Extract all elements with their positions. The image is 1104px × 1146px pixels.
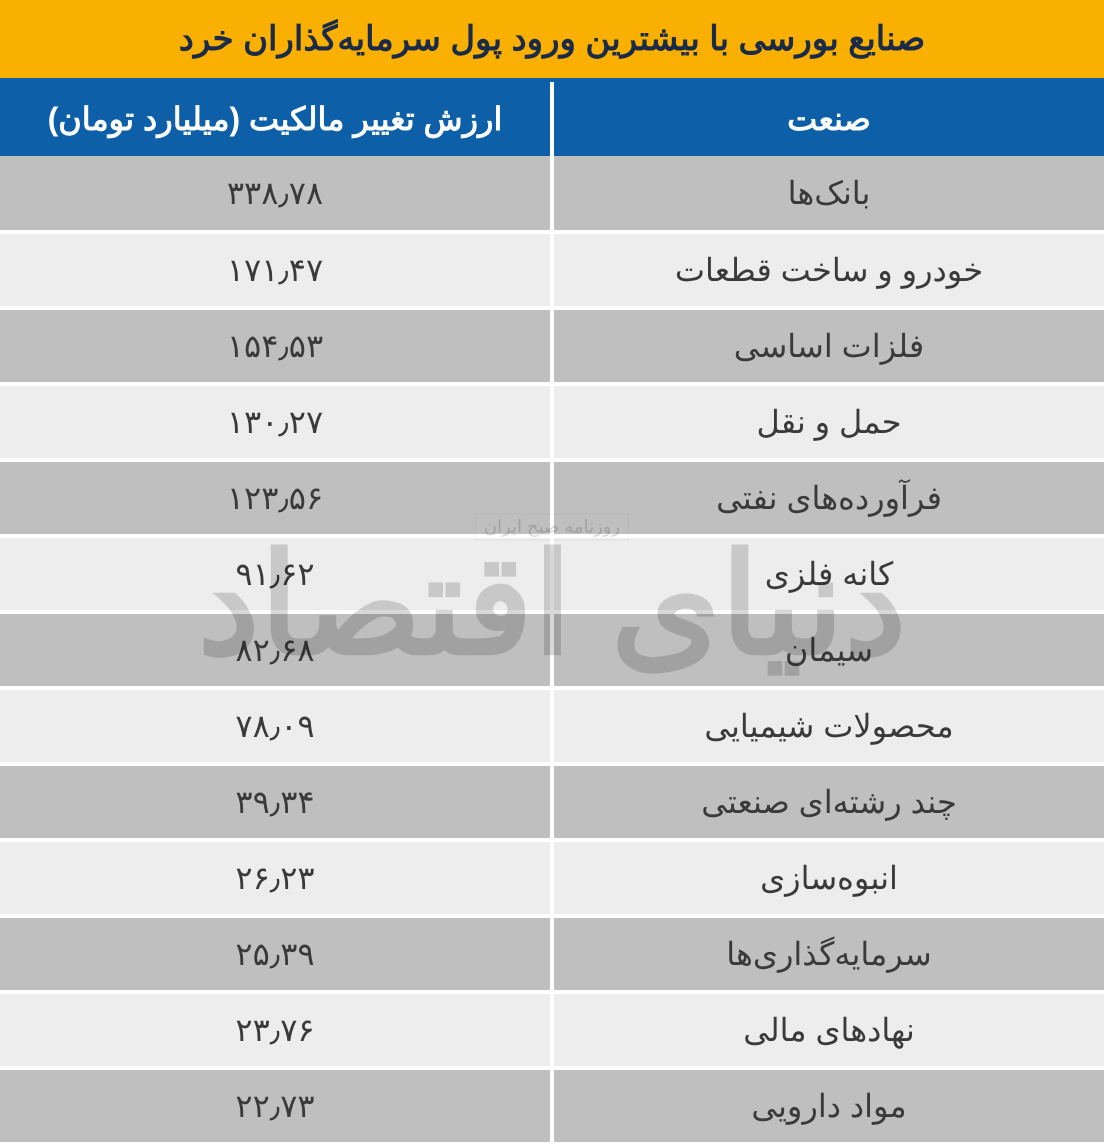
cell-industry: فرآورده‌های نفتی <box>552 460 1104 536</box>
table-row: فلزات اساسی۱۵۴٫۵۳ <box>0 308 1104 384</box>
table-row: محصولات شیمیایی۷۸٫۰۹ <box>0 688 1104 764</box>
cell-industry: محصولات شیمیایی <box>552 688 1104 764</box>
table-row: انبوه‌سازی۲۶٫۲۳ <box>0 840 1104 916</box>
cell-value: ۹۱٫۶۲ <box>0 536 552 612</box>
cell-value: ۷۸٫۰۹ <box>0 688 552 764</box>
cell-industry: فلزات اساسی <box>552 308 1104 384</box>
cell-value: ۳۹٫۳۴ <box>0 764 552 840</box>
cell-value: ۱۳۰٫۲۷ <box>0 384 552 460</box>
cell-industry: انبوه‌سازی <box>552 840 1104 916</box>
table-body: بانک‌ها۳۳۸٫۷۸خودرو و ساخت قطعات۱۷۱٫۴۷فلز… <box>0 156 1104 1144</box>
table-row: سرمایه‌گذاری‌ها۲۵٫۳۹ <box>0 916 1104 992</box>
header-row: صنعت ارزش تغییر مالکیت (میلیارد تومان) <box>0 80 1104 156</box>
table-row: حمل و نقل۱۳۰٫۲۷ <box>0 384 1104 460</box>
header-value: ارزش تغییر مالکیت (میلیارد تومان) <box>0 80 552 156</box>
cell-industry: خودرو و ساخت قطعات <box>552 232 1104 308</box>
cell-value: ۱۷۱٫۴۷ <box>0 232 552 308</box>
table-row: سیمان۸۲٫۶۸ <box>0 612 1104 688</box>
cell-industry: سیمان <box>552 612 1104 688</box>
cell-value: ۱۲۳٫۵۶ <box>0 460 552 536</box>
table-title: صنایع بورسی با بیشترین ورود پول سرمایه‌گ… <box>0 0 1104 80</box>
header-industry: صنعت <box>552 80 1104 156</box>
cell-industry: حمل و نقل <box>552 384 1104 460</box>
cell-value: ۲۶٫۲۳ <box>0 840 552 916</box>
cell-industry: بانک‌ها <box>552 156 1104 232</box>
cell-value: ۸۲٫۶۸ <box>0 612 552 688</box>
cell-industry: چند رشته‌ای صنعتی <box>552 764 1104 840</box>
cell-value: ۲۵٫۳۹ <box>0 916 552 992</box>
cell-industry: سرمایه‌گذاری‌ها <box>552 916 1104 992</box>
cell-value: ۳۳۸٫۷۸ <box>0 156 552 232</box>
cell-industry: کانه فلزی <box>552 536 1104 612</box>
table-row: فرآورده‌های نفتی۱۲۳٫۵۶ <box>0 460 1104 536</box>
title-row: صنایع بورسی با بیشترین ورود پول سرمایه‌گ… <box>0 0 1104 80</box>
table-row: نهادهای مالی۲۳٫۷۶ <box>0 992 1104 1068</box>
table-row: چند رشته‌ای صنعتی۳۹٫۳۴ <box>0 764 1104 840</box>
industries-table: صنایع بورسی با بیشترین ورود پول سرمایه‌گ… <box>0 0 1104 1146</box>
cell-industry: نهادهای مالی <box>552 992 1104 1068</box>
cell-value: ۲۳٫۷۶ <box>0 992 552 1068</box>
table-row: بانک‌ها۳۳۸٫۷۸ <box>0 156 1104 232</box>
table-row: کانه فلزی۹۱٫۶۲ <box>0 536 1104 612</box>
cell-value: ۲۲٫۷۳ <box>0 1068 552 1144</box>
table-row: مواد دارویی۲۲٫۷۳ <box>0 1068 1104 1144</box>
cell-value: ۱۵۴٫۵۳ <box>0 308 552 384</box>
table-row: خودرو و ساخت قطعات۱۷۱٫۴۷ <box>0 232 1104 308</box>
cell-industry: مواد دارویی <box>552 1068 1104 1144</box>
